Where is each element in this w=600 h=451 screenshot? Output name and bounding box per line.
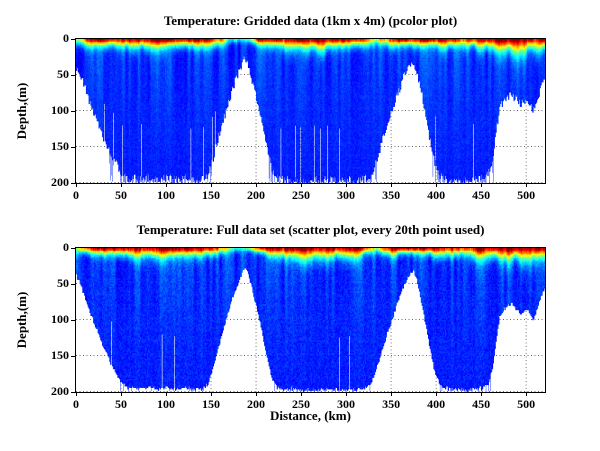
y-tick-mark — [71, 247, 75, 249]
top-plot-area — [75, 38, 546, 184]
y-tick-mark — [71, 319, 75, 321]
y-tick-mark — [71, 182, 75, 184]
top-y-axis-label: Depth,(m) — [14, 82, 29, 140]
x-tick-mark — [120, 392, 122, 396]
x-tick-label: 450 — [472, 397, 491, 411]
x-tick-mark — [210, 392, 212, 396]
x-tick-mark — [390, 392, 392, 396]
y-tick-mark — [71, 38, 75, 40]
y-tick-mark — [71, 110, 75, 112]
x-tick-label: 400 — [427, 397, 446, 411]
y-tick-label: 0 — [63, 240, 69, 254]
x-tick-mark — [480, 183, 482, 187]
bottom-plot-title: Temperature: Full data set (scatter plot… — [136, 222, 485, 237]
x-tick-mark — [345, 392, 347, 396]
y-tick-label: 50 — [57, 67, 69, 81]
y-tick-label: 50 — [57, 276, 69, 290]
x-tick-mark — [165, 183, 167, 187]
x-tick-label: 400 — [427, 188, 446, 202]
x-tick-label: 100 — [157, 397, 176, 411]
y-tick-mark — [71, 146, 75, 148]
x-tick-mark — [255, 392, 257, 396]
x-tick-mark — [75, 392, 77, 396]
y-tick-mark — [71, 391, 75, 393]
x-tick-label: 50 — [115, 188, 127, 202]
x-tick-mark — [480, 392, 482, 396]
y-tick-label: 100 — [51, 312, 69, 326]
temperature-pcolor-canvas — [76, 39, 545, 183]
x-tick-mark — [165, 392, 167, 396]
x-tick-mark — [120, 183, 122, 187]
x-tick-label: 500 — [517, 397, 536, 411]
x-tick-mark — [75, 183, 77, 187]
y-tick-label: 200 — [51, 384, 69, 398]
x-axis-label: Distance, (km) — [270, 408, 351, 423]
x-tick-label: 100 — [157, 188, 176, 202]
x-tick-mark — [300, 183, 302, 187]
y-tick-label: 150 — [51, 348, 69, 362]
x-tick-mark — [435, 392, 437, 396]
x-tick-label: 0 — [73, 397, 79, 411]
y-tick-label: 150 — [51, 139, 69, 153]
x-tick-label: 250 — [292, 397, 311, 411]
bottom-y-axis-label: Depth,(m) — [14, 291, 29, 349]
y-tick-label: 100 — [51, 103, 69, 117]
x-tick-mark — [300, 392, 302, 396]
temperature-scatter-canvas — [76, 248, 545, 392]
x-tick-label: 500 — [517, 188, 536, 202]
x-tick-label: 300 — [337, 397, 356, 411]
y-tick-mark — [71, 74, 75, 76]
x-tick-label: 150 — [202, 397, 221, 411]
x-tick-label: 450 — [472, 188, 491, 202]
x-tick-label: 0 — [73, 188, 79, 202]
x-tick-label: 200 — [247, 188, 266, 202]
x-tick-mark — [210, 183, 212, 187]
x-tick-mark — [435, 183, 437, 187]
x-tick-label: 300 — [337, 188, 356, 202]
y-tick-mark — [71, 283, 75, 285]
y-tick-mark — [71, 355, 75, 357]
x-tick-mark — [255, 183, 257, 187]
x-tick-mark — [390, 183, 392, 187]
x-tick-mark — [345, 183, 347, 187]
x-tick-label: 250 — [292, 188, 311, 202]
x-tick-label: 350 — [382, 188, 401, 202]
x-tick-label: 200 — [247, 397, 266, 411]
x-tick-label: 50 — [115, 397, 127, 411]
y-tick-label: 200 — [51, 175, 69, 189]
y-tick-label: 0 — [63, 31, 69, 45]
x-tick-label: 150 — [202, 188, 221, 202]
x-tick-mark — [525, 392, 527, 396]
x-tick-mark — [525, 183, 527, 187]
x-tick-label: 350 — [382, 397, 401, 411]
top-plot-title: Temperature: Gridded data (1km x 4m) (pc… — [163, 13, 458, 28]
bottom-plot-area — [75, 247, 546, 393]
